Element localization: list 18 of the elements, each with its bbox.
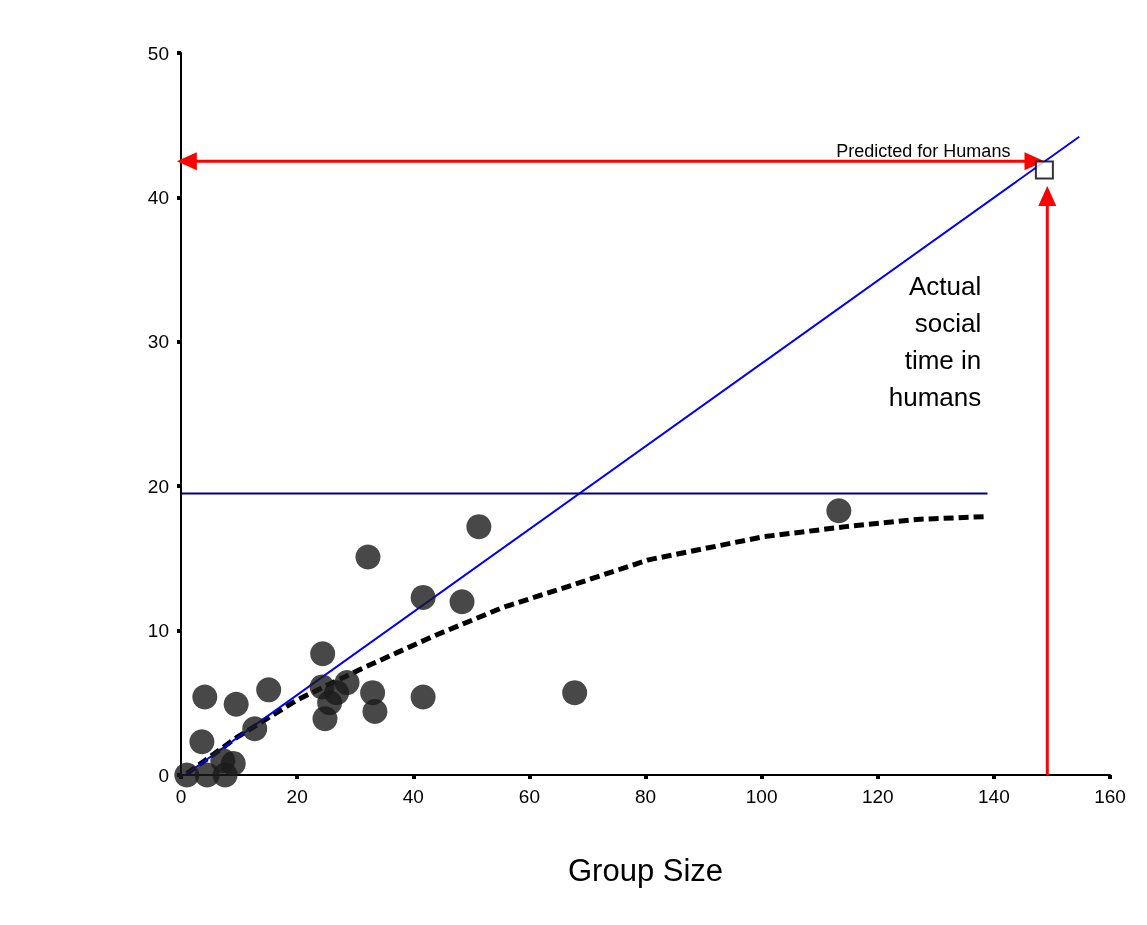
- annotation: Actual social time in humans: [888, 271, 982, 413]
- x-tick-label: 20: [286, 786, 308, 807]
- x-tick-label: 40: [402, 786, 424, 807]
- x-tick-label: 160: [1094, 786, 1126, 807]
- x-tick-label: 0: [175, 786, 187, 807]
- y-tick-label: 30: [147, 331, 169, 353]
- y-tick-label: 50: [147, 42, 169, 64]
- x-tick-label: 140: [978, 786, 1010, 807]
- x-axis-title: Group Size: [567, 853, 724, 888]
- x-tick-label: 100: [745, 786, 778, 807]
- y-tick-label: 20: [147, 475, 169, 497]
- annotation: Predicted for Humans: [836, 141, 1011, 162]
- y-tick-label: 0: [158, 764, 169, 786]
- y-tick-label: 10: [147, 620, 169, 642]
- x-tick-label: 120: [861, 786, 894, 807]
- x-tick-label: 80: [634, 786, 657, 807]
- x-tick-label: 60: [518, 786, 540, 807]
- y-tick-label: 40: [147, 186, 169, 208]
